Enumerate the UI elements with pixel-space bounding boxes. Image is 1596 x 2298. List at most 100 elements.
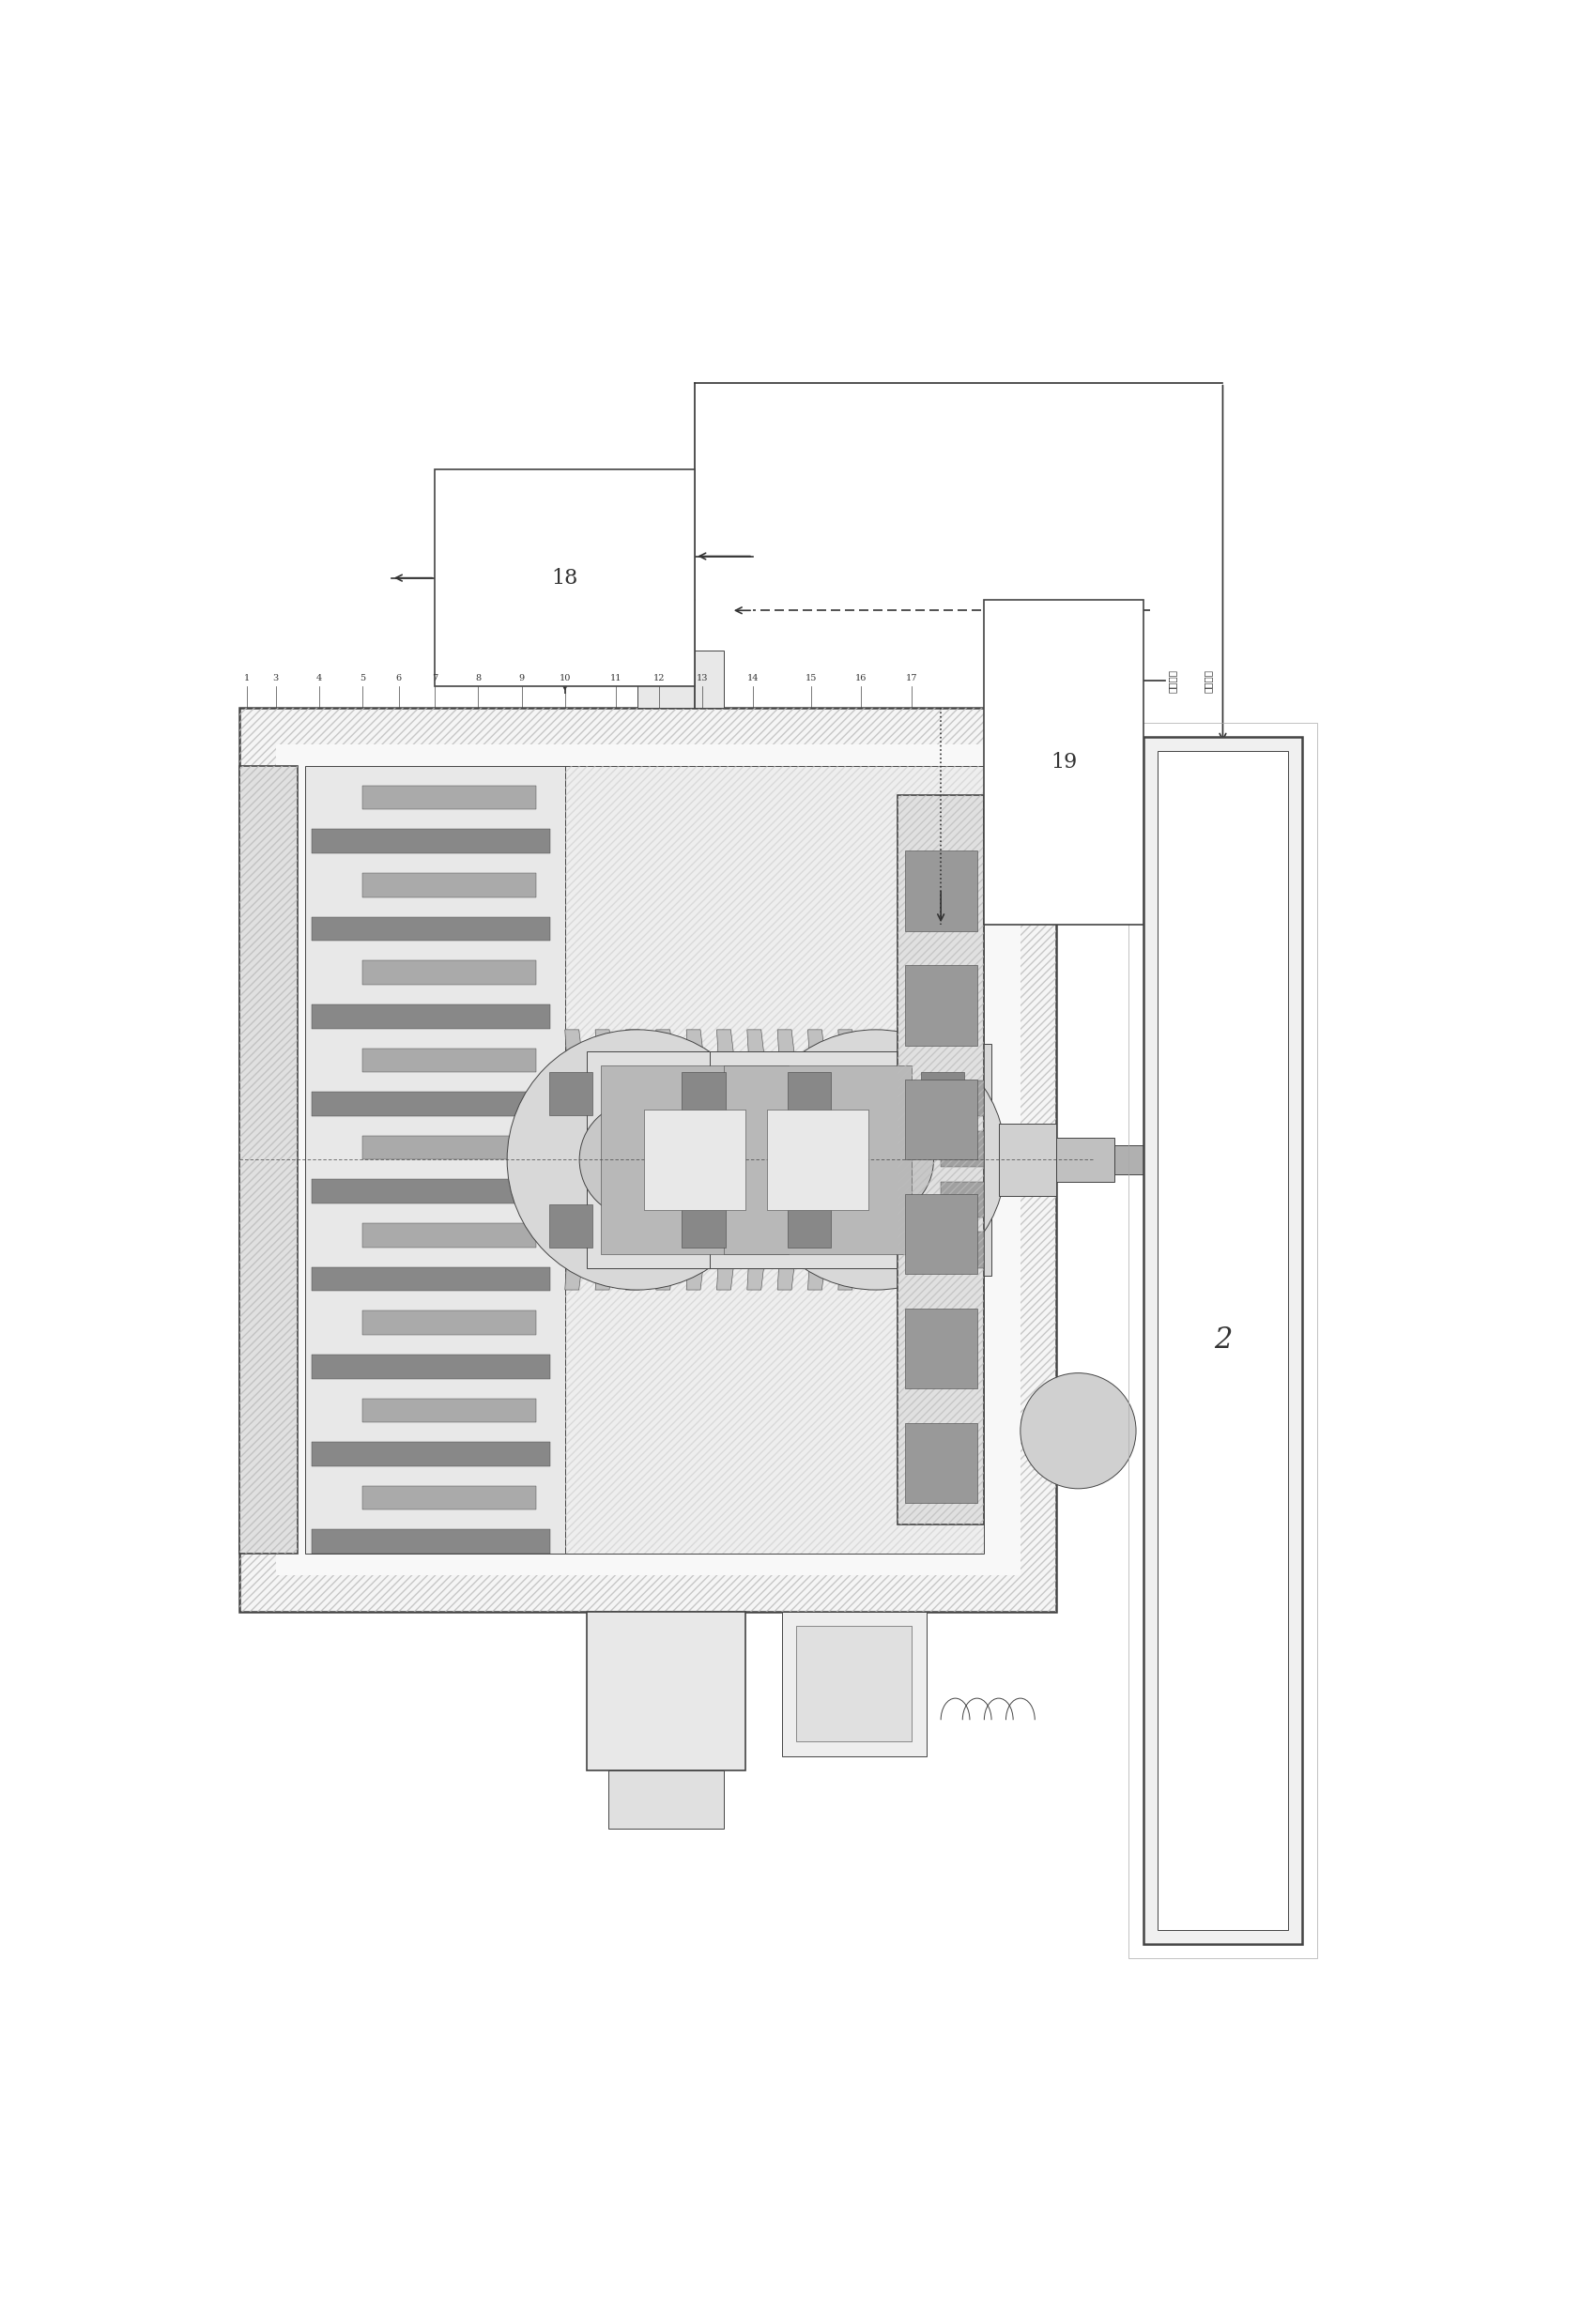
Polygon shape: [747, 1167, 776, 1289]
Text: 控制信号: 控制信号: [1203, 669, 1213, 692]
Polygon shape: [838, 1167, 867, 1289]
Text: 10: 10: [559, 673, 571, 683]
Bar: [239, 765, 297, 1553]
Bar: [311, 1266, 551, 1291]
Bar: [362, 1048, 536, 1073]
Bar: [305, 765, 565, 1553]
Text: 14: 14: [747, 673, 758, 683]
Bar: [565, 1073, 985, 1246]
Text: 2: 2: [1213, 1326, 1232, 1356]
Polygon shape: [565, 1167, 594, 1289]
Polygon shape: [656, 1030, 685, 1154]
Bar: [311, 1443, 551, 1466]
Bar: [362, 1397, 536, 1422]
Text: 19: 19: [1050, 751, 1077, 772]
Bar: [782, 1611, 926, 1756]
Bar: [239, 765, 297, 1553]
Polygon shape: [808, 1167, 836, 1289]
Bar: [681, 1071, 725, 1115]
Polygon shape: [777, 1167, 806, 1289]
Polygon shape: [686, 1167, 715, 1289]
Bar: [549, 1204, 592, 1248]
Bar: [999, 1124, 1057, 1195]
Bar: [276, 745, 1020, 1576]
Polygon shape: [595, 1167, 624, 1289]
Polygon shape: [656, 1167, 685, 1289]
Text: 13: 13: [696, 673, 709, 683]
Bar: [311, 917, 551, 940]
Bar: [362, 1135, 536, 1160]
Bar: [985, 600, 1143, 924]
Text: 5: 5: [359, 673, 365, 683]
Bar: [362, 1310, 536, 1335]
Bar: [710, 1052, 926, 1268]
Polygon shape: [717, 1030, 745, 1154]
Bar: [311, 1092, 551, 1117]
Text: 12: 12: [653, 673, 666, 683]
Bar: [311, 830, 551, 853]
Bar: [788, 1071, 832, 1115]
Bar: [434, 469, 696, 687]
Bar: [565, 765, 985, 1073]
Bar: [549, 1071, 592, 1115]
Text: 16: 16: [855, 673, 867, 683]
Bar: [905, 1195, 977, 1273]
Text: 4: 4: [316, 673, 322, 683]
Text: 18: 18: [552, 568, 578, 588]
Bar: [645, 1110, 745, 1211]
Text: 17: 17: [907, 673, 918, 683]
Bar: [1157, 751, 1288, 1930]
Bar: [1143, 738, 1302, 1944]
Text: 1: 1: [244, 673, 251, 683]
Bar: [311, 1530, 551, 1553]
Bar: [725, 1066, 911, 1255]
Text: 6: 6: [396, 673, 402, 683]
Circle shape: [508, 1030, 768, 1289]
Bar: [942, 1080, 985, 1117]
Bar: [1114, 1144, 1151, 1174]
Bar: [362, 1487, 536, 1510]
Bar: [311, 1354, 551, 1379]
Circle shape: [745, 1030, 1005, 1289]
Bar: [362, 1223, 536, 1248]
Bar: [239, 708, 1057, 1611]
Bar: [587, 1052, 803, 1268]
Polygon shape: [626, 1030, 654, 1154]
Polygon shape: [808, 1030, 836, 1154]
Bar: [905, 850, 977, 931]
Bar: [602, 1066, 788, 1255]
Circle shape: [1020, 1372, 1136, 1489]
Text: 11: 11: [610, 673, 621, 683]
Bar: [239, 708, 1057, 1611]
Bar: [942, 1181, 985, 1218]
Bar: [565, 1246, 985, 1553]
Polygon shape: [717, 1167, 745, 1289]
Bar: [942, 1131, 985, 1167]
Text: 3: 3: [273, 673, 279, 683]
Bar: [587, 1611, 745, 1769]
Text: 8: 8: [476, 673, 480, 683]
Bar: [934, 1043, 991, 1275]
Polygon shape: [686, 1030, 715, 1154]
Bar: [362, 786, 536, 809]
Bar: [796, 1627, 911, 1742]
Polygon shape: [626, 1167, 654, 1289]
Text: 7: 7: [433, 673, 437, 683]
Bar: [905, 1080, 977, 1160]
Bar: [942, 1232, 985, 1268]
Bar: [1128, 722, 1317, 1958]
Circle shape: [819, 1103, 934, 1218]
Polygon shape: [747, 1030, 776, 1154]
Circle shape: [579, 1103, 696, 1218]
Bar: [637, 650, 725, 708]
Text: 9: 9: [519, 673, 525, 683]
Bar: [608, 1769, 725, 1829]
Bar: [362, 961, 536, 984]
Polygon shape: [565, 1030, 594, 1154]
Bar: [311, 1004, 551, 1030]
Bar: [768, 1110, 868, 1211]
Bar: [905, 1422, 977, 1503]
Polygon shape: [838, 1030, 867, 1154]
Bar: [788, 1204, 832, 1248]
Bar: [362, 873, 536, 896]
